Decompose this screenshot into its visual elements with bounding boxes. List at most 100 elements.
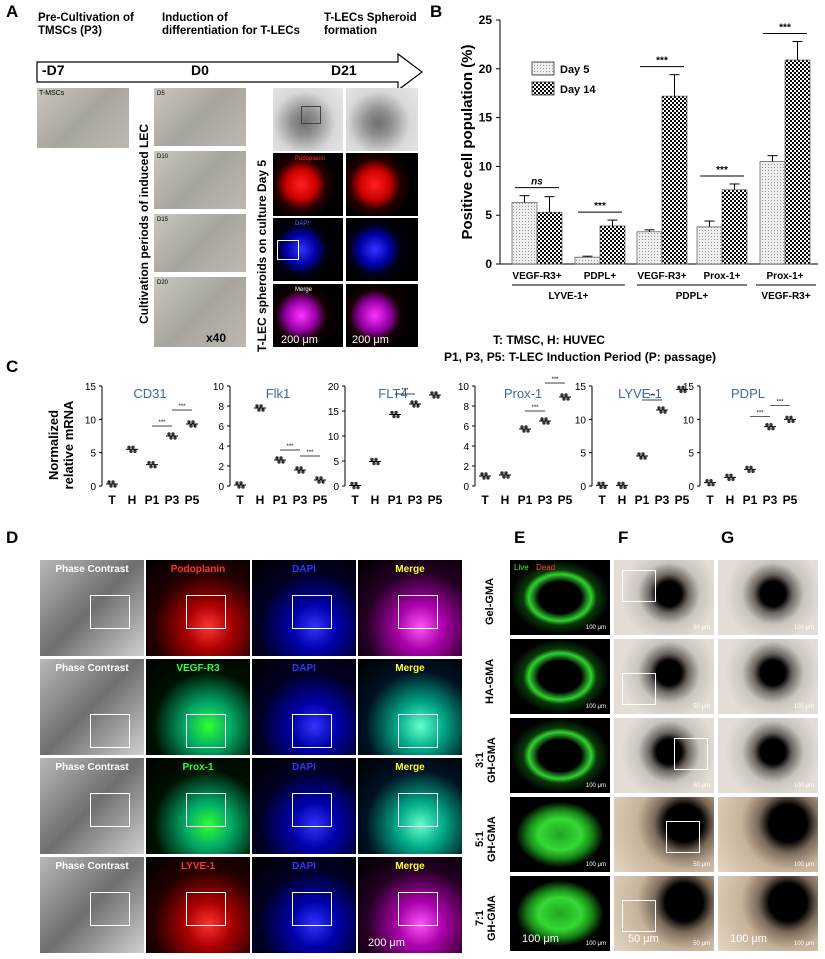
y-tick-label: 10: [458, 382, 470, 393]
data-point: [352, 485, 356, 490]
d-row1-merge-image: Merge: [358, 560, 462, 656]
d-image-label: Phase Contrast: [55, 564, 129, 575]
d-image-label: Podoplanin: [170, 564, 226, 575]
y-tick-label: 6: [218, 422, 224, 433]
data-point: [275, 456, 279, 460]
sig-label: ***: [594, 201, 606, 212]
data-point: [131, 445, 135, 450]
x-label: T: [108, 493, 116, 507]
data-point: [751, 469, 755, 474]
sig-label: ***: [656, 56, 668, 67]
data-point: [167, 432, 171, 436]
day-15-image: D15: [154, 214, 246, 272]
data-point: [540, 417, 544, 421]
legend-swatch-day14: [531, 81, 555, 96]
efg-row5-bright-g-image: 100 μm 100 μm: [718, 876, 818, 951]
panel-c-note-2: P1, P3, P5: T-LEC Induction Period (P: p…: [444, 350, 717, 364]
data-point: [149, 464, 153, 469]
hydrogel-spheroid-grid: Gel-GMA Live Dead 100 μm 50 μm 100 μm HA-GMA 10…: [470, 560, 822, 955]
data-point: [370, 457, 374, 462]
plot-title: Prox-1: [504, 386, 542, 401]
spheroid-merge-1: Merge 200 μm: [273, 284, 343, 347]
bar-chart-b: 0 5 10 15 20 25 Positive cell population (%) VE…: [459, 13, 818, 302]
data-point: [767, 426, 771, 431]
y-tick-label: 5: [90, 449, 96, 460]
data-point: [299, 466, 303, 470]
timepoint-d0: D0: [191, 62, 209, 78]
data-point: [542, 421, 546, 425]
d-row2-merge-image: Merge: [358, 659, 462, 755]
sig-stars: ***: [531, 405, 539, 411]
data-point: [506, 475, 510, 479]
y-tick-label: 4: [463, 442, 469, 453]
timeline-arrow: [36, 52, 423, 92]
data-point: [261, 408, 265, 412]
data-point: [350, 481, 354, 486]
data-point: [434, 391, 438, 395]
data-point: [749, 465, 753, 470]
y-tick-label: 10: [575, 415, 587, 426]
stage-1-label: Pre-Cultivation of TMSCs (P3): [38, 12, 134, 37]
x-label: P1: [743, 493, 758, 507]
x-label: P3: [538, 493, 553, 507]
data-point: [603, 485, 607, 490]
data-point: [480, 472, 484, 476]
data-point: [171, 432, 175, 436]
data-point: [133, 449, 137, 454]
legend-swatch-day5: [531, 61, 555, 76]
data-point: [771, 426, 775, 431]
sig-stars: ***: [776, 399, 784, 405]
d-image-label: Merge: [395, 861, 425, 872]
data-point: [372, 461, 376, 466]
efg-scale-label: 50 μm: [628, 933, 659, 945]
data-point: [659, 410, 663, 414]
y-tick-label: 8: [463, 402, 469, 413]
tmsc-image: T-MSCs: [37, 88, 129, 148]
stage-2-label: Induction of differentiation for T-LECs: [162, 12, 300, 37]
timepoint-d7: -D7: [42, 62, 65, 78]
d-row4-marker-image: LYVE-1: [146, 857, 250, 953]
data-point: [560, 393, 564, 397]
d-row1-phase-image: Phase Contrast: [40, 560, 144, 656]
d-row3-merge-image: Merge: [358, 758, 462, 854]
sig-stars: ***: [158, 420, 166, 426]
group-label: VEGF-R3+: [761, 291, 810, 302]
data-point: [544, 417, 548, 421]
y-tick-label: 15: [85, 382, 97, 393]
bar-day-5: [636, 231, 663, 265]
efg-row3-live-dead-image: 100 μm: [510, 718, 610, 793]
y-tick-label: 8: [218, 402, 224, 413]
efg-row2-bright-g-image: 100 μm: [718, 639, 818, 714]
efg-row4-bright-f-image: 50 μm: [614, 797, 714, 872]
timepoint-d21: D21: [331, 62, 357, 78]
category-label: VEGF-R3+: [637, 271, 686, 282]
y-tick-label: 10: [213, 382, 225, 393]
data-point: [663, 410, 667, 414]
d-row1-dapi-image: DAPI: [252, 560, 356, 656]
y-label-line: Normalized: [46, 410, 61, 480]
data-point: [193, 424, 197, 428]
y-tick-label: 4: [218, 442, 224, 453]
efg-row4-live-dead-image: 100 μm: [510, 797, 610, 872]
sig-label: ***: [779, 22, 791, 33]
data-point: [301, 470, 305, 474]
data-point: [623, 485, 627, 490]
data-point: [486, 476, 490, 480]
data-point: [785, 415, 789, 420]
magnification-label: x40: [206, 331, 227, 345]
efg-row2-live-dead-image: 100 μm: [510, 639, 610, 714]
data-point: [484, 472, 488, 476]
plot-title: PDPL: [731, 386, 765, 401]
y-tick-label: 0: [90, 482, 96, 493]
data-point: [520, 425, 524, 429]
plot-title: Flk1: [266, 386, 291, 401]
d-image-label: Phase Contrast: [55, 861, 129, 872]
data-point: [679, 389, 683, 394]
data-point: [410, 400, 414, 404]
data-point: [191, 420, 195, 424]
plot-title: CD31: [133, 386, 166, 401]
data-point: [621, 481, 625, 486]
y-tick-label: 0: [485, 257, 492, 271]
data-point: [279, 456, 283, 460]
data-point: [277, 460, 281, 464]
